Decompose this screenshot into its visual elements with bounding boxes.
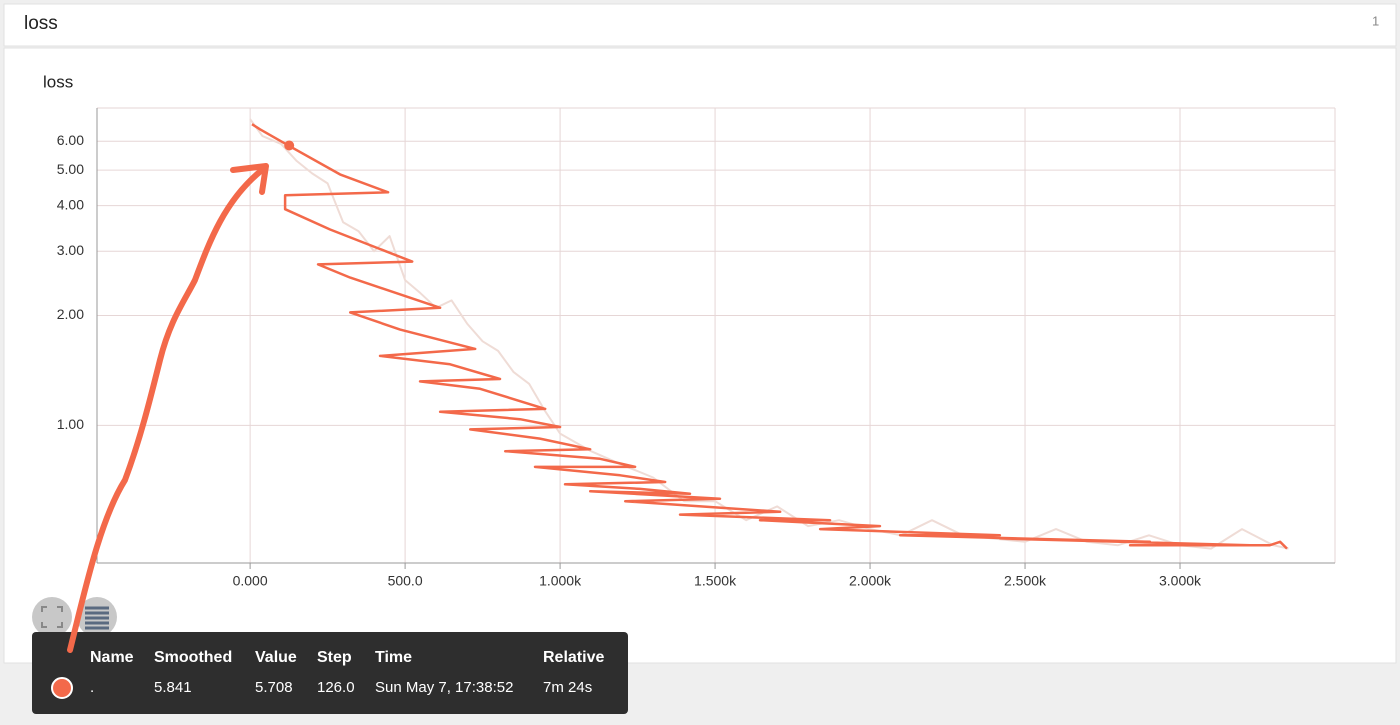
tooltip-cell: . xyxy=(90,679,94,696)
x-tick-label: 0.000 xyxy=(233,573,268,589)
fit-icon xyxy=(41,606,63,628)
header-title: loss xyxy=(24,13,58,34)
log-icon xyxy=(85,606,109,630)
annotation-arrowhead xyxy=(230,163,269,195)
tooltip: Name Smoothed Value Step Time Relative. 5.841 5… xyxy=(51,649,604,699)
x-tick-label: 1.500k xyxy=(694,573,737,589)
y-tick-label: 1.00 xyxy=(57,416,84,432)
x-tick-label: 500.0 xyxy=(388,573,423,589)
chart-card xyxy=(3,47,1397,664)
tooltip-header: Smoothed xyxy=(154,649,232,666)
x-tick-label: 3.000k xyxy=(1159,573,1202,589)
fit-button[interactable] xyxy=(32,597,72,637)
y-tick-label: 6.00 xyxy=(57,132,84,148)
header-count: 1 xyxy=(1372,13,1379,28)
tooltip-header: Time xyxy=(375,649,412,666)
y-tick-label: 3.00 xyxy=(57,242,84,258)
tooltip-header: Name xyxy=(90,649,134,666)
series-swatch xyxy=(51,677,73,699)
tooltip-header: Value xyxy=(255,649,297,666)
x-tick-label: 2.000k xyxy=(849,573,892,589)
x-tick-label: 2.500k xyxy=(1004,573,1047,589)
button-bg[interactable] xyxy=(32,597,72,637)
tooltip-cell: Sun May 7, 17:38:52 xyxy=(375,679,513,696)
plot: 1.00 2.00 3.00 4.00 5.00 6.00 0.000 500.0 1.000k… xyxy=(57,107,1336,589)
y-tick-label: 4.00 xyxy=(57,196,84,212)
tooltip-cell: 7m 24s xyxy=(543,679,592,696)
hover-point xyxy=(284,140,295,151)
tooltip-header: Step xyxy=(317,649,352,666)
annotation-arrow xyxy=(67,167,265,653)
tooltip-cell: 5.708 xyxy=(255,679,293,696)
y-tick-label: 5.00 xyxy=(57,161,84,177)
series-line xyxy=(251,123,1288,550)
log-button[interactable] xyxy=(77,597,117,637)
x-tick-label: 1.000k xyxy=(539,573,582,589)
tooltip-cell: 126.0 xyxy=(317,679,355,696)
tooltip-box xyxy=(32,632,628,714)
y-tick-label: 2.00 xyxy=(57,306,84,322)
tooltip-header: Relative xyxy=(543,649,604,666)
tooltip-cell: 5.841 xyxy=(154,679,192,696)
chart-title: loss xyxy=(43,72,73,91)
header-bar xyxy=(3,3,1397,47)
